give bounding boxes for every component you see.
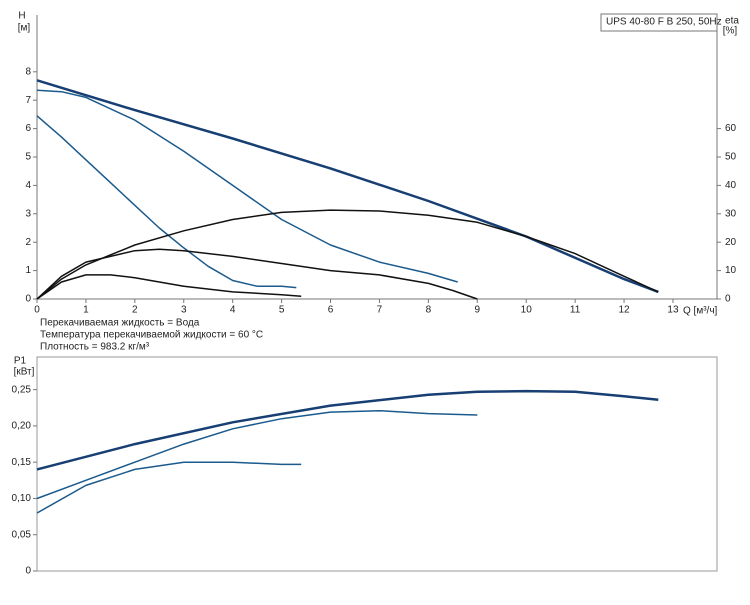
x-tick-label: 1 bbox=[83, 305, 89, 316]
y-tick-label: 1 bbox=[25, 265, 31, 276]
curve bbox=[36, 461, 302, 514]
curve bbox=[36, 115, 297, 289]
curve bbox=[36, 248, 478, 300]
y2-tick-label: 20 bbox=[725, 237, 737, 248]
y-axis-unit: [кВт] bbox=[14, 367, 35, 378]
x-tick-label: 9 bbox=[475, 305, 481, 316]
curve bbox=[36, 274, 302, 300]
y-tick-label: 0,25 bbox=[12, 384, 32, 395]
plot-frame bbox=[36, 356, 718, 572]
x-tick-label: 11 bbox=[570, 305, 581, 316]
x-tick-label: 7 bbox=[377, 305, 383, 316]
y-tick-label: 0 bbox=[25, 294, 31, 305]
y-tick-label: 0,05 bbox=[12, 529, 32, 540]
chart-title: UPS 40-80 F B 250, 50Hz bbox=[606, 17, 722, 28]
x-tick-label: 8 bbox=[426, 305, 432, 316]
y-tick-label: 2 bbox=[25, 237, 31, 248]
note: Температура перекачиваемой жидкости = 60… bbox=[40, 330, 263, 341]
y-tick-label: 7 bbox=[25, 95, 31, 106]
x-tick-label: 0 bbox=[34, 305, 40, 316]
y-axis-unit: [м] bbox=[18, 23, 31, 34]
x-axis-label: Q [м³/ч] bbox=[683, 306, 718, 317]
curve bbox=[36, 389, 659, 471]
y2-tick-label: 10 bbox=[725, 265, 737, 276]
x-tick-label: 5 bbox=[279, 305, 285, 316]
y-axis-label: H bbox=[18, 11, 25, 22]
x-tick-label: 13 bbox=[667, 305, 679, 316]
x-tick-label: 3 bbox=[181, 305, 187, 316]
x-tick-label: 6 bbox=[328, 305, 334, 316]
y-tick-label: 5 bbox=[25, 152, 31, 163]
y2-axis-label: eta bbox=[725, 16, 739, 27]
note: Перекачиваемая жидкость = Вода bbox=[40, 318, 200, 329]
y-tick-label: 0,15 bbox=[12, 457, 32, 468]
note: Плотность = 983.2 кг/м³ bbox=[40, 342, 150, 353]
y2-tick-label: 0 bbox=[725, 294, 731, 305]
y-tick-label: 8 bbox=[25, 66, 31, 77]
y-tick-label: 4 bbox=[25, 180, 31, 191]
x-tick-label: 12 bbox=[618, 305, 630, 316]
y-tick-label: 0 bbox=[25, 566, 31, 577]
y2-tick-label: 30 bbox=[725, 208, 737, 219]
y-tick-label: 0,20 bbox=[12, 421, 32, 432]
y-tick-label: 6 bbox=[25, 123, 31, 134]
y2-axis-unit: [%] bbox=[723, 26, 738, 37]
x-tick-label: 10 bbox=[521, 305, 533, 316]
curve bbox=[36, 79, 659, 294]
y2-tick-label: 40 bbox=[725, 180, 737, 191]
curve bbox=[36, 89, 458, 283]
x-tick-label: 4 bbox=[230, 305, 236, 316]
x-tick-label: 2 bbox=[132, 305, 138, 316]
y-tick-label: 3 bbox=[25, 208, 31, 219]
y2-tick-label: 50 bbox=[725, 152, 737, 163]
curve bbox=[36, 409, 478, 500]
y-axis-label: P1 bbox=[14, 356, 27, 367]
y-tick-label: 0,10 bbox=[12, 493, 32, 504]
y2-tick-label: 60 bbox=[725, 123, 737, 134]
